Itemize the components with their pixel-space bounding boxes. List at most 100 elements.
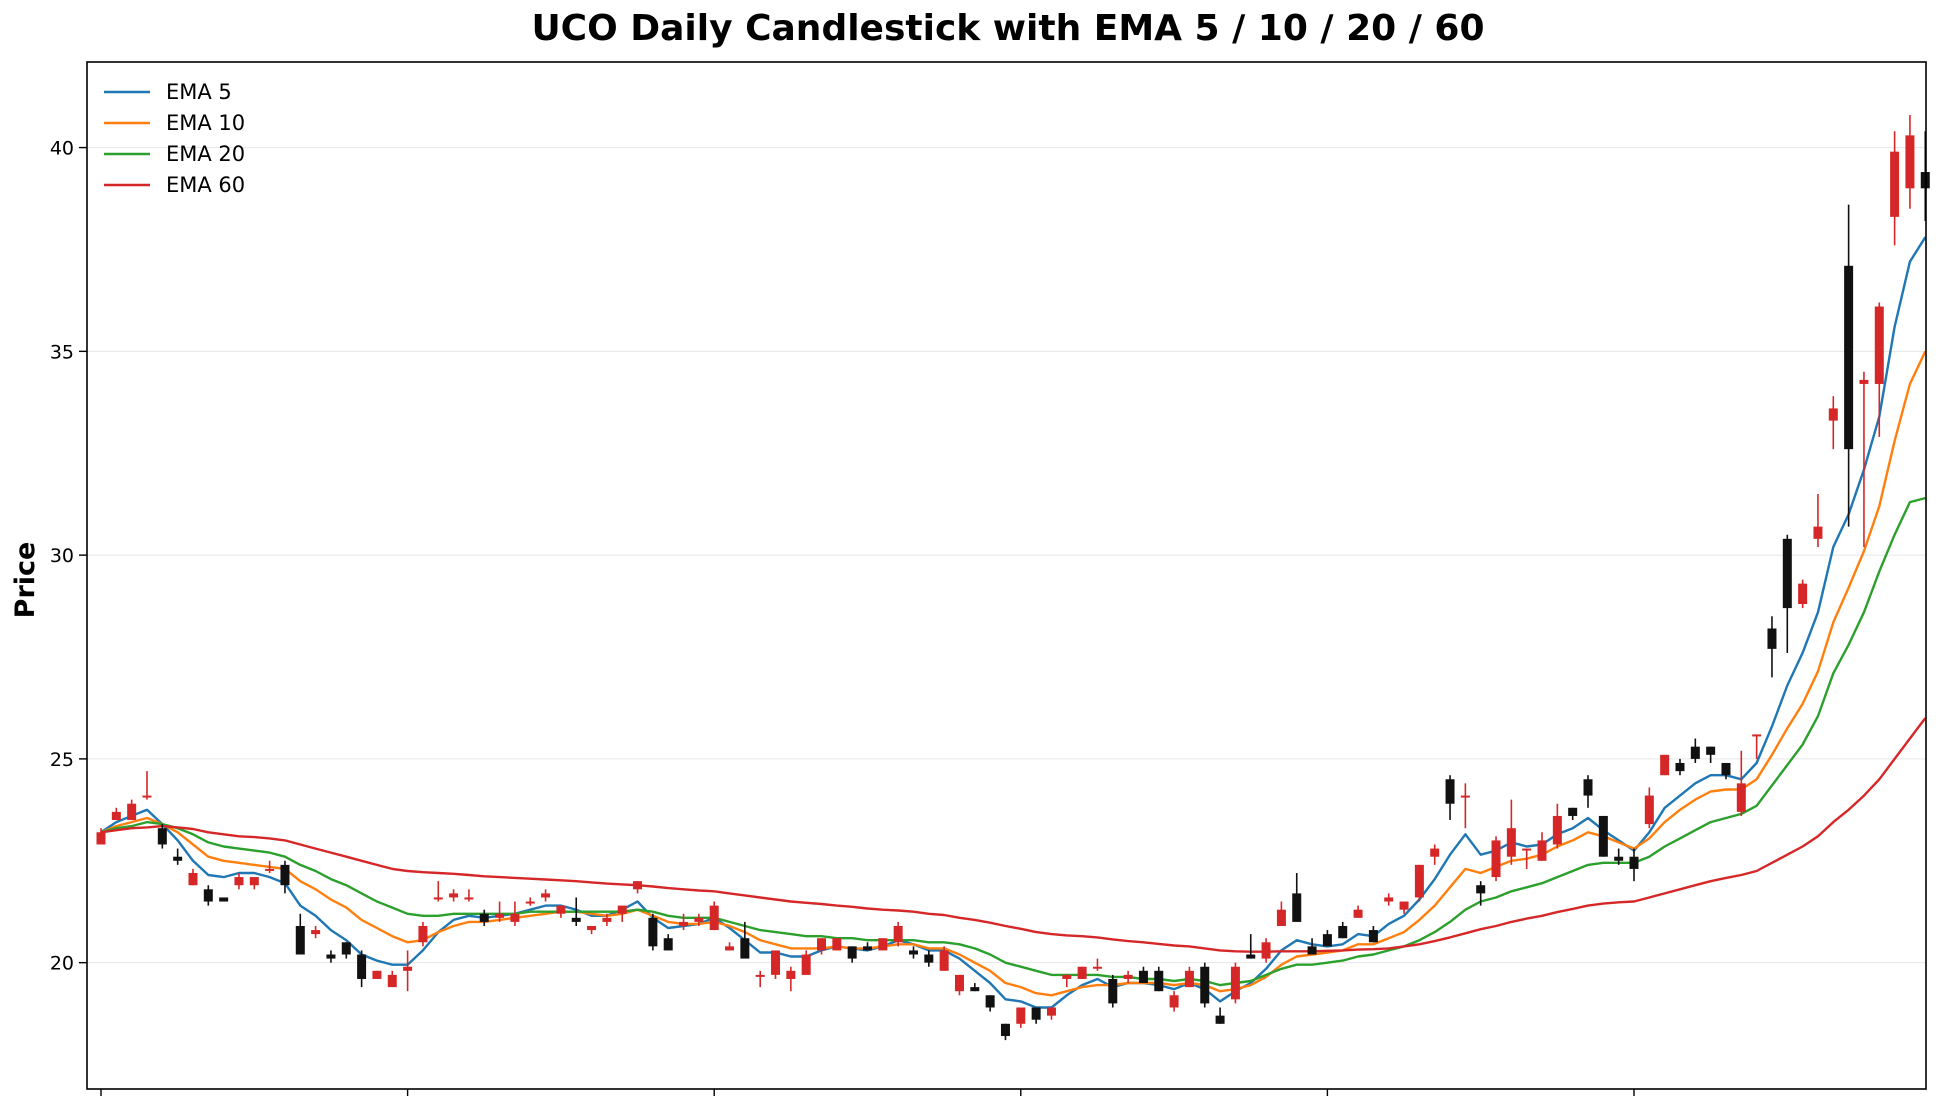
candle-body: [433, 897, 443, 900]
candle: [341, 942, 351, 959]
candle-body: [1215, 1015, 1225, 1024]
candle: [1706, 746, 1716, 763]
axes: 20 25 30 35 40: [50, 138, 1635, 1096]
candle: [387, 970, 397, 988]
candle-body: [464, 897, 474, 900]
candle: [541, 889, 551, 902]
candle-body: [633, 881, 643, 890]
candle: [127, 799, 137, 821]
candle-body: [418, 925, 428, 943]
ema-line-ema-20: [100, 496, 1926, 987]
candle: [1154, 966, 1164, 992]
candle: [157, 824, 167, 849]
candle-body: [1368, 930, 1378, 943]
candle-body: [1660, 754, 1670, 776]
candle: [1537, 832, 1547, 861]
candle: [1798, 579, 1808, 609]
candle: [1077, 966, 1087, 979]
candle: [970, 983, 980, 992]
candle: [1414, 864, 1424, 902]
candle: [1660, 754, 1670, 776]
candle: [709, 901, 719, 931]
candle: [1568, 807, 1578, 821]
candle: [1230, 962, 1240, 1004]
ema-line-ema-60: [100, 717, 1927, 953]
candle-body: [1844, 265, 1854, 450]
legend-label: EMA 60: [166, 173, 245, 197]
candle: [939, 946, 949, 971]
candle-body: [1644, 795, 1654, 825]
candle: [1506, 799, 1516, 865]
candle-body: [694, 917, 704, 922]
candle-body: [1307, 946, 1317, 955]
candle-body: [326, 954, 336, 959]
candle-body: [740, 938, 750, 959]
candle-body: [1384, 897, 1394, 902]
candle: [648, 913, 658, 951]
candle: [1675, 758, 1685, 776]
candle-body: [295, 925, 305, 955]
candle: [1552, 803, 1562, 849]
candle: [403, 950, 413, 992]
candle-body: [1690, 746, 1700, 759]
candle-body: [1154, 970, 1164, 992]
candle-body: [1230, 966, 1240, 1000]
candle-body: [893, 925, 903, 943]
candle-body: [1568, 807, 1578, 816]
candle-body: [1261, 942, 1271, 959]
candle: [1752, 734, 1762, 759]
candle: [1292, 873, 1302, 922]
candle-body: [801, 954, 811, 975]
candle-body: [1629, 856, 1639, 869]
candle-body: [602, 917, 612, 922]
candle: [234, 873, 244, 890]
candle: [1062, 974, 1072, 988]
candle: [863, 942, 872, 951]
candle: [1430, 844, 1440, 865]
candle-body: [985, 995, 995, 1008]
candle: [924, 950, 934, 967]
candle-body: [908, 950, 918, 955]
candle: [1598, 815, 1608, 857]
candle: [525, 897, 535, 906]
candle: [1476, 881, 1486, 906]
candle-body: [96, 832, 106, 845]
candle: [1445, 775, 1455, 821]
candle-body: [1169, 995, 1179, 1008]
candle-body: [127, 803, 137, 821]
candle: [1200, 962, 1210, 1008]
candle: [510, 901, 520, 926]
y-tick-label: 30: [50, 545, 74, 567]
plot-frame: [86, 61, 1927, 1090]
candle-body: [1184, 970, 1194, 988]
legend-label: EMA 20: [166, 142, 245, 166]
candle: [372, 970, 382, 979]
candle: [694, 913, 704, 926]
candle-body: [725, 946, 735, 951]
candle: [1614, 848, 1624, 865]
candle: [1123, 970, 1133, 984]
candle-body: [786, 970, 796, 979]
candle: [1338, 921, 1348, 939]
candle-body: [1706, 746, 1716, 755]
candle-body: [863, 946, 872, 951]
candle-body: [709, 905, 719, 931]
candle: [1690, 738, 1700, 763]
candle-body: [234, 877, 244, 886]
candle-body: [1092, 966, 1102, 969]
candle: [1261, 938, 1271, 963]
y-tick-label: 40: [50, 138, 74, 160]
candle: [1184, 966, 1194, 988]
candle-body: [939, 950, 949, 971]
candle: [219, 897, 229, 902]
candle: [1522, 848, 1532, 869]
candle-body: [372, 970, 382, 979]
candle-body: [1031, 1007, 1041, 1020]
candle-body: [1476, 885, 1486, 894]
candle-body: [1675, 762, 1685, 772]
candle: [1384, 893, 1394, 906]
candle: [1859, 371, 1869, 547]
candle-body: [771, 950, 781, 975]
candle: [771, 950, 781, 979]
